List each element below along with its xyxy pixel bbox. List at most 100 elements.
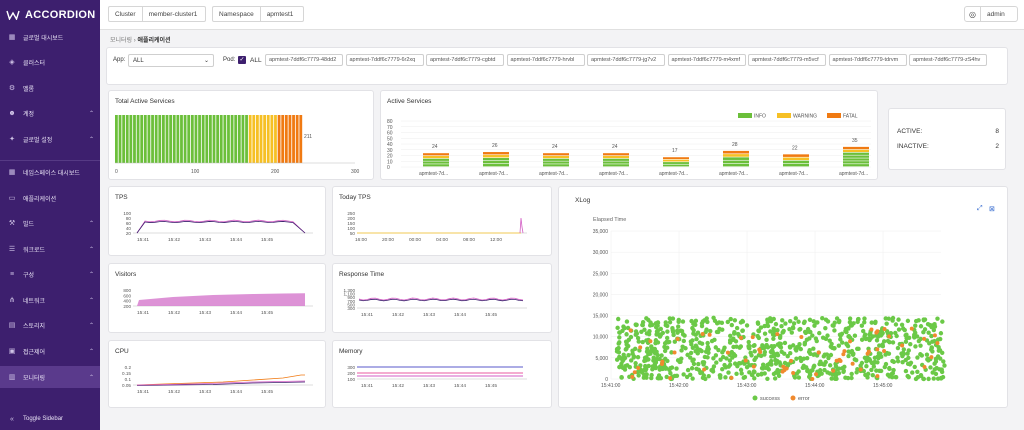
success-point bbox=[759, 371, 764, 376]
sidebar-item[interactable]: ≡ 구성 ⌃ bbox=[0, 263, 100, 285]
y-tick-label: 200 bbox=[347, 371, 355, 376]
bar-data-label: 26 bbox=[492, 143, 498, 149]
success-point bbox=[674, 373, 680, 379]
legend-swatch bbox=[790, 395, 796, 401]
success-point bbox=[734, 371, 739, 377]
active-service-bar bbox=[723, 160, 749, 164]
sidebar-item-label: 클러스터 bbox=[23, 60, 46, 67]
y-tick-label: 400 bbox=[123, 299, 131, 304]
x-tick-label: 300 bbox=[351, 169, 360, 175]
pod-chip[interactable]: apmtest-7ddf6c7779-tdrvm bbox=[828, 54, 907, 66]
success-point bbox=[859, 323, 865, 328]
success-point bbox=[616, 345, 621, 351]
success-point bbox=[789, 330, 794, 335]
y-tick-label: 700 bbox=[347, 299, 355, 304]
app-select[interactable]: ALL ⌄ bbox=[128, 54, 214, 67]
sidebar-item[interactable]: ▥ 모니터링 ⌃ bbox=[0, 366, 100, 388]
namespace-selector[interactable]: Namespace apmtest1 bbox=[212, 6, 304, 22]
success-point bbox=[639, 329, 644, 335]
success-point bbox=[796, 375, 802, 380]
pod-chip[interactable]: apmtest-7ddf6c7779-cgbtd bbox=[426, 54, 504, 66]
success-point bbox=[879, 354, 884, 359]
y-tick-label: 0 bbox=[387, 165, 390, 171]
expand-icon[interactable]: ⤢ bbox=[977, 205, 983, 212]
pod-chip[interactable]: apmtest-7ddf6c7779-jg7v2 bbox=[587, 54, 665, 66]
error-point bbox=[929, 355, 934, 360]
success-point bbox=[852, 333, 858, 338]
success-point bbox=[725, 319, 730, 325]
total-active-services-card: Total Active Services 211 0 100 200 300 bbox=[108, 90, 374, 180]
app-logo: ACCORDION bbox=[0, 0, 100, 30]
success-point bbox=[690, 345, 696, 350]
sidebar-item[interactable]: ☰ 워크로드 ⌃ bbox=[0, 238, 100, 260]
total-active-bar bbox=[115, 115, 118, 163]
success-point bbox=[883, 352, 888, 357]
pod-chip[interactable]: apmtest-7ddf6c7779-hrvbl bbox=[506, 54, 585, 66]
sidebar-item-label: 구성 bbox=[23, 272, 35, 279]
success-point bbox=[734, 325, 740, 331]
pod-chip[interactable]: apmtest-7ddf6c7779-48dd2 bbox=[265, 54, 343, 66]
success-point bbox=[828, 352, 834, 358]
active-service-bar bbox=[483, 161, 509, 164]
sidebar-item-label: 네임스페이스 대시보드 bbox=[23, 170, 80, 177]
success-point bbox=[826, 355, 831, 361]
divider bbox=[141, 6, 143, 22]
sidebar-item-label: 계정 bbox=[23, 111, 35, 118]
sidebar-item[interactable]: ▦ 네임스페이스 대시보드 bbox=[0, 161, 100, 183]
success-point bbox=[931, 376, 936, 381]
y-tick-label: 100 bbox=[347, 377, 355, 382]
pod-chip[interactable]: apmtest-7ddf6c7779-6r2xq bbox=[345, 54, 424, 66]
success-point bbox=[825, 333, 830, 338]
sidebar-item[interactable]: ▭ 애플리케이션 bbox=[0, 187, 100, 209]
active-service-bar bbox=[603, 161, 629, 164]
error-point bbox=[781, 364, 786, 369]
pod-chip[interactable]: apmtest-7ddf6c7779-m5vcf bbox=[748, 54, 826, 66]
sidebar-item[interactable]: ▤ 스토리지 ⌃ bbox=[0, 314, 100, 336]
active-service-bar bbox=[663, 164, 689, 167]
error-point bbox=[869, 327, 874, 332]
all-pods-checkbox[interactable]: ✓ bbox=[238, 56, 246, 64]
error-point bbox=[648, 339, 653, 344]
success-point bbox=[938, 376, 944, 381]
pod-chip[interactable]: apmtest-7ddf6c7779-zS4hv bbox=[909, 54, 987, 66]
success-point bbox=[893, 322, 899, 327]
cluster-selector[interactable]: Cluster member-cluster1 bbox=[108, 6, 206, 22]
sidebar-item[interactable]: ▦ 글로벌 대시보드 bbox=[0, 26, 100, 48]
close-icon[interactable]: ⊠ bbox=[989, 206, 995, 213]
response-time-card: Response Time 1,300 1,100 900 700 500 300 15:4… bbox=[332, 263, 552, 333]
sidebar-item[interactable]: ☻ 계정 ⌃ bbox=[0, 102, 100, 124]
success-point bbox=[729, 322, 735, 328]
active-service-bar bbox=[603, 153, 629, 156]
sidebar-item[interactable]: ⋔ 네트워크 ⌃ bbox=[0, 289, 100, 311]
sidebar-item[interactable]: ▣ 접근제어 ⌃ bbox=[0, 340, 100, 362]
success-point bbox=[877, 343, 882, 348]
success-point bbox=[847, 320, 853, 325]
success-point bbox=[830, 323, 835, 328]
success-point bbox=[625, 325, 631, 331]
y-tick-label: 50 bbox=[387, 136, 393, 142]
y-tick-label: 20,000 bbox=[593, 292, 609, 298]
sidebar-item[interactable]: ⚒ 빌드 ⌃ bbox=[0, 212, 100, 234]
success-point bbox=[651, 355, 656, 360]
toggle-sidebar-button[interactable]: « Toggle Sidebar bbox=[0, 408, 100, 430]
all-pods-label: ALL bbox=[250, 57, 262, 64]
y-tick-label: 60 bbox=[126, 221, 132, 226]
sidebar-item[interactable]: ◈ 클러스터 bbox=[0, 51, 100, 73]
success-point bbox=[734, 344, 739, 349]
y-tick-label: 250 bbox=[347, 211, 355, 216]
active-service-bar bbox=[723, 154, 749, 157]
user-menu[interactable]: ◎ admin bbox=[964, 6, 1018, 22]
sidebar-item[interactable]: ✦ 글로벌 설정 ⌃ bbox=[0, 128, 100, 150]
breadcrumb-parent[interactable]: 모니터링 bbox=[110, 38, 133, 44]
sidebar-item-label: 빌드 bbox=[23, 221, 35, 228]
bar-data-label: 24 bbox=[612, 144, 618, 150]
error-point bbox=[865, 351, 870, 356]
success-point bbox=[617, 340, 622, 345]
success-point bbox=[751, 343, 756, 348]
active-service-bar bbox=[483, 152, 509, 155]
sidebar-item[interactable]: ⚙ 멜롬 bbox=[0, 77, 100, 99]
success-point bbox=[893, 374, 898, 380]
active-service-bar bbox=[723, 150, 749, 154]
pod-chip[interactable]: apmtest-7ddf6c7779-m4xmf bbox=[667, 54, 746, 66]
